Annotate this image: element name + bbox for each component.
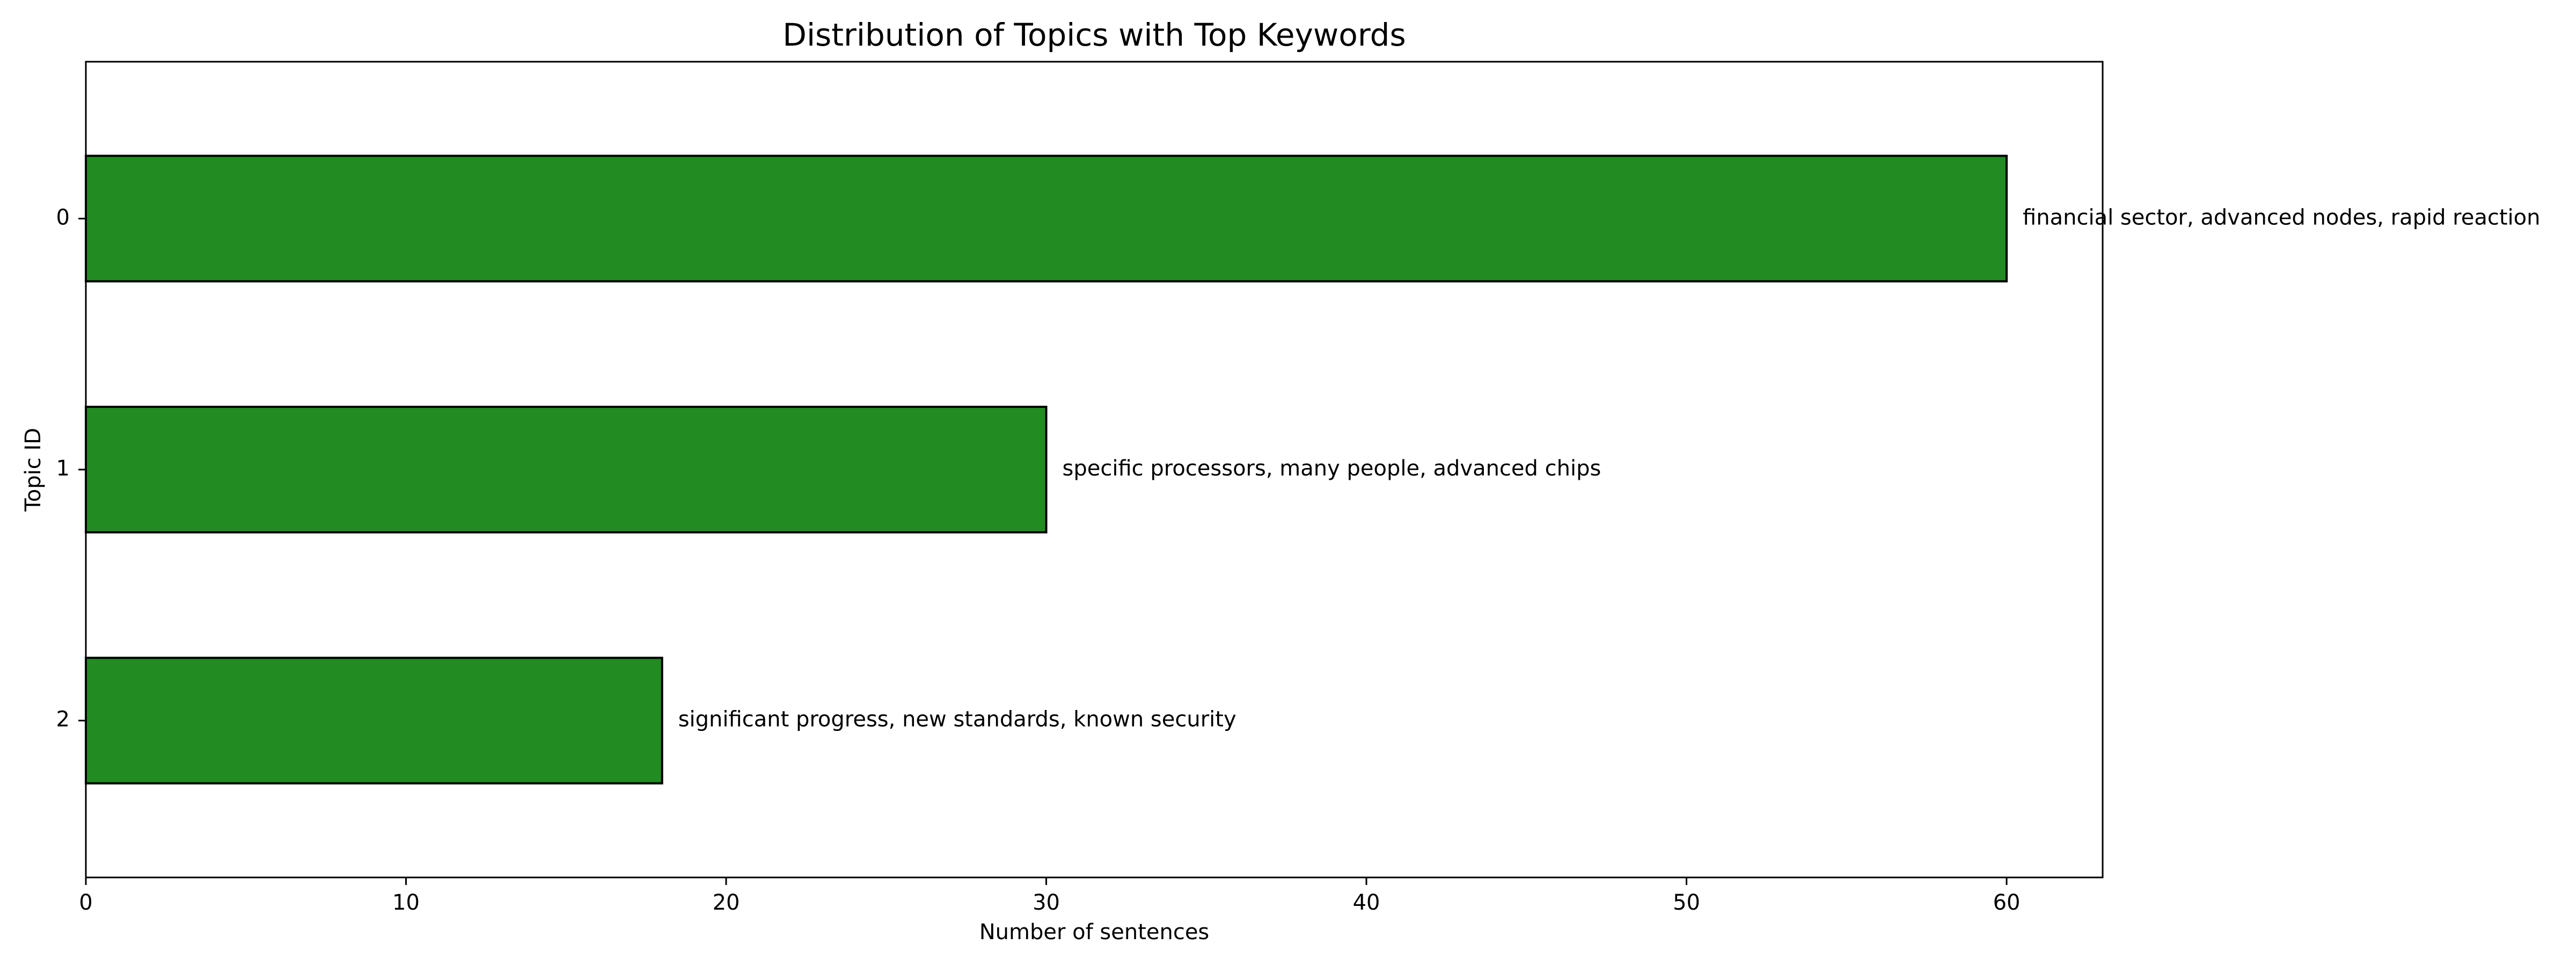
x-tick-label: 40 [1353, 890, 1380, 915]
chart-title: Distribution of Topics with Top Keywords [782, 17, 1406, 53]
y-tick-label: 1 [56, 456, 70, 481]
bar-topic-2 [85, 656, 663, 785]
y-axis-label: Topic ID [21, 428, 46, 512]
x-tick-label: 20 [713, 890, 740, 915]
x-tick-label: 50 [1673, 890, 1700, 915]
x-axis-ticks: 0 10 20 30 40 50 60 [79, 877, 2021, 915]
plot-frame [85, 61, 2104, 879]
bar-label-topic-2: significant progress, new standards, kno… [678, 707, 1236, 732]
bar-label-topic-0: financial sector, advanced nodes, rapid … [2023, 205, 2540, 230]
x-tick-label: 30 [1033, 890, 1060, 915]
x-tick-label: 10 [392, 890, 420, 915]
x-axis-label: Number of sentences [979, 920, 1210, 945]
bar-topic-0 [85, 155, 2008, 283]
y-tick-label: 2 [56, 707, 70, 732]
y-axis-ticks: 0 1 2 [56, 205, 86, 732]
bar-label-topic-1: specific processors, many people, advanc… [1063, 456, 1601, 481]
bar-topic-1 [85, 406, 1048, 533]
x-tick-label: 0 [79, 890, 92, 915]
y-tick-label: 0 [56, 205, 70, 230]
bar-labels-layer: financial sector, advanced nodes, rapid … [678, 205, 2541, 731]
x-tick-label: 60 [1993, 890, 2021, 915]
bars-layer [85, 155, 2008, 785]
